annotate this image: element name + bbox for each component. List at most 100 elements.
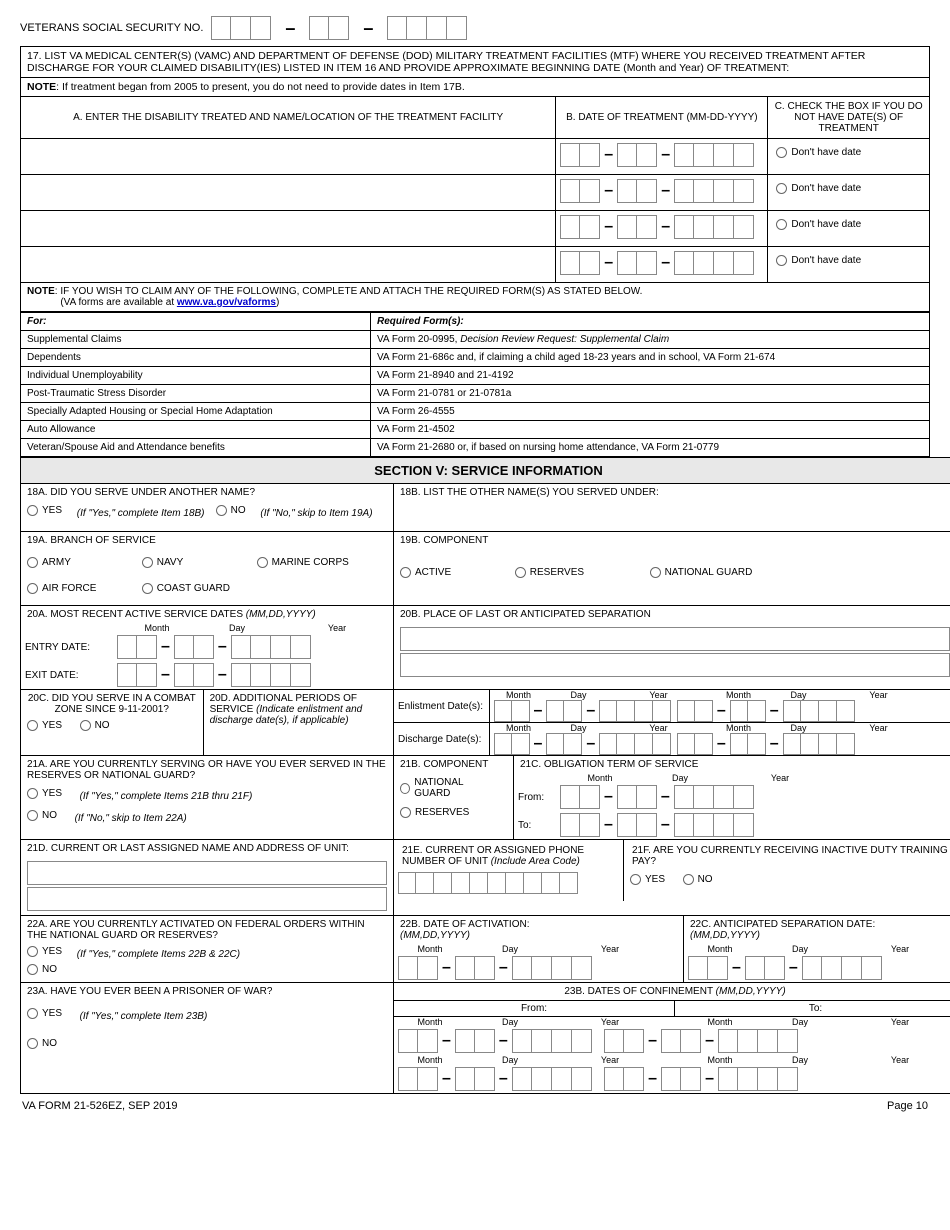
q23b-to-1[interactable]: ––: [604, 1029, 798, 1053]
q18a-no-hint: (If "No," skip to Item 19A): [260, 508, 372, 519]
q21ef-cell: 21E. CURRENT OR ASSIGNED PHONE NUMBER OF…: [394, 840, 950, 916]
q23b-header: 23B. DATES OF CONFINEMENT (MM,DD,YYYY) F…: [394, 983, 950, 1017]
q21c-cell: 21C. OBLIGATION TERM OF SERVICE MonthDay…: [514, 756, 950, 840]
facility-input[interactable]: [21, 211, 556, 247]
q21f-no[interactable]: NO: [683, 874, 713, 885]
q23b-to-2[interactable]: ––: [604, 1067, 798, 1091]
va-forms-link[interactable]: www.va.gov/vaforms: [177, 297, 276, 308]
q22a-cell: 22A. ARE YOU CURRENTLY ACTIVATED ON FEDE…: [21, 916, 394, 983]
branch-marine[interactable]: MARINE CORPS: [257, 557, 349, 568]
q21f-yes[interactable]: YES: [630, 874, 665, 885]
q22c-date[interactable]: ––: [688, 956, 882, 980]
q19b-cell: 19B. COMPONENT ACTIVE RESERVES NATIONAL …: [394, 532, 950, 606]
ssn-boxes-1[interactable]: [211, 16, 271, 40]
treat-date[interactable]: ––: [560, 179, 754, 203]
q23b-from-1[interactable]: ––: [398, 1029, 592, 1053]
exit-date[interactable]: ––: [117, 663, 311, 687]
no-date-radio[interactable]: Don't have date: [776, 183, 861, 194]
treatment-row: –– Don't have date: [21, 211, 930, 247]
ssn-sep-1: –: [279, 18, 301, 39]
comp-active[interactable]: ACTIVE: [400, 567, 500, 578]
q18b-input[interactable]: [394, 501, 950, 531]
section17: 17. LIST VA MEDICAL CENTER(S) (VAMC) AND…: [20, 46, 930, 312]
claim-row: Specially Adapted Housing or Special Hom…: [21, 403, 930, 421]
ssn-row: VETERANS SOCIAL SECURITY NO. – –: [20, 10, 930, 46]
treat-date[interactable]: ––: [560, 215, 754, 239]
q20d-cell: 20D. ADDITIONAL PERIODS OF SERVICE (Indi…: [203, 690, 393, 756]
q23a-cell: 23A. HAVE YOU EVER BEEN A PRISONER OF WA…: [21, 983, 394, 1094]
no-date-radio[interactable]: Don't have date: [776, 255, 861, 266]
enlist-date-1[interactable]: ––: [494, 700, 672, 722]
q20a-label: 20A. MOST RECENT ACTIVE SERVICE DATES (M…: [21, 606, 393, 623]
comp-ng[interactable]: NATIONAL GUARD: [650, 567, 753, 578]
q22a-yes[interactable]: YES: [27, 946, 62, 957]
branch-army[interactable]: ARMY: [27, 557, 127, 568]
q20b-input-1[interactable]: [400, 627, 950, 651]
form-id: VA FORM 21-526EZ, SEP 2019: [22, 1100, 178, 1112]
q21a-yes[interactable]: YES: [27, 788, 62, 799]
q20b-input-2[interactable]: [400, 653, 950, 677]
branch-navy[interactable]: NAVY: [142, 557, 242, 568]
s17-colC: C. CHECK THE BOX IF YOU DO NOT HAVE DATE…: [768, 97, 930, 139]
entry-date[interactable]: ––: [117, 635, 311, 659]
no-date-radio[interactable]: Don't have date: [776, 147, 861, 158]
q23b-from-2[interactable]: ––: [398, 1067, 592, 1091]
s17-heading: 17. LIST VA MEDICAL CENTER(S) (VAMC) AND…: [21, 47, 930, 78]
q18a-no[interactable]: NO: [216, 505, 246, 516]
no-date-radio[interactable]: Don't have date: [776, 219, 861, 230]
q21c-to[interactable]: ––: [560, 813, 754, 837]
q18b-label: 18B. LIST THE OTHER NAME(S) YOU SERVED U…: [394, 484, 950, 501]
ssn-boxes-3[interactable]: [387, 16, 467, 40]
claim-row: Veteran/Spouse Aid and Attendance benefi…: [21, 439, 930, 457]
claim-row: Supplemental ClaimsVA Form 20-0995, Deci…: [21, 331, 930, 349]
q21a-no[interactable]: NO: [27, 810, 57, 821]
q21b-res[interactable]: RESERVES: [400, 807, 469, 818]
branch-airforce[interactable]: AIR FORCE: [27, 583, 127, 594]
treat-date[interactable]: ––: [560, 143, 754, 167]
s17-note: NOTE: If treatment began from 2005 to pr…: [21, 78, 930, 97]
for-header: For:: [21, 313, 371, 331]
facility-input[interactable]: [21, 247, 556, 283]
ssn-sep-2: –: [357, 18, 379, 39]
facility-input[interactable]: [21, 175, 556, 211]
q18a-yes-hint: (If "Yes," complete Item 18B): [77, 508, 205, 519]
q22b-date[interactable]: ––: [398, 956, 592, 980]
q18a-yes[interactable]: YES: [27, 505, 62, 516]
q21e-phone[interactable]: [396, 870, 621, 899]
q21d-cell: 21D. CURRENT OR LAST ASSIGNED NAME AND A…: [21, 840, 394, 916]
branch-coast[interactable]: COAST GUARD: [142, 583, 230, 594]
footer: VA FORM 21-526EZ, SEP 2019 Page 10: [20, 1094, 930, 1118]
section5-title: SECTION V: SERVICE INFORMATION: [21, 458, 950, 484]
q20b-label: 20B. PLACE OF LAST OR ANTICIPATED SEPARA…: [394, 606, 950, 623]
facility-input[interactable]: [21, 139, 556, 175]
q23a-yes[interactable]: YES: [27, 1008, 62, 1019]
q20c-no[interactable]: NO: [80, 720, 110, 731]
q20b-cell: 20B. PLACE OF LAST OR ANTICIPATED SEPARA…: [394, 606, 950, 690]
q21d-input-2[interactable]: [27, 887, 387, 911]
treatment-row: –– Don't have date: [21, 247, 930, 283]
q21a-cell: 21A. ARE YOU CURRENTLY SERVING OR HAVE Y…: [21, 756, 394, 840]
claim-row: Individual UnemployabilityVA Form 21-894…: [21, 367, 930, 385]
ssn-label: VETERANS SOCIAL SECURITY NO.: [20, 22, 203, 34]
q21c-from[interactable]: ––: [560, 785, 754, 809]
q22a-no[interactable]: NO: [27, 964, 57, 975]
comp-reserves[interactable]: RESERVES: [515, 567, 635, 578]
q21b-ng[interactable]: NATIONAL GUARD: [400, 777, 495, 799]
q22bc-cell: 22B. DATE OF ACTIVATION:(MM,DD,YYYY) Mon…: [394, 916, 950, 983]
enlist-date-2[interactable]: ––: [677, 700, 855, 722]
q18a-cell: 18A. DID YOU SERVE UNDER ANOTHER NAME? Y…: [21, 484, 394, 532]
q19a-cell: 19A. BRANCH OF SERVICE ARMY NAVY MARINE …: [21, 532, 394, 606]
q20c-yes[interactable]: YES: [27, 720, 62, 731]
discharge-date-1[interactable]: ––: [494, 733, 672, 755]
s17-note2: NOTE: IF YOU WISH TO CLAIM ANY OF THE FO…: [21, 283, 930, 312]
treat-date[interactable]: ––: [560, 251, 754, 275]
claim-row: DependentsVA Form 21-686c and, if claimi…: [21, 349, 930, 367]
q23a-no[interactable]: NO: [27, 1038, 57, 1049]
treatment-row: –– Don't have date: [21, 175, 930, 211]
ssn-boxes-2[interactable]: [309, 16, 349, 40]
discharge-date-2[interactable]: ––: [677, 733, 855, 755]
q23b-dates: MonthDayYearMonthDayYear –– –– MonthDayY…: [394, 1017, 950, 1094]
treatment-row: –– Don't have date: [21, 139, 930, 175]
q19b-label: 19B. COMPONENT: [394, 532, 950, 549]
q21d-input-1[interactable]: [27, 861, 387, 885]
